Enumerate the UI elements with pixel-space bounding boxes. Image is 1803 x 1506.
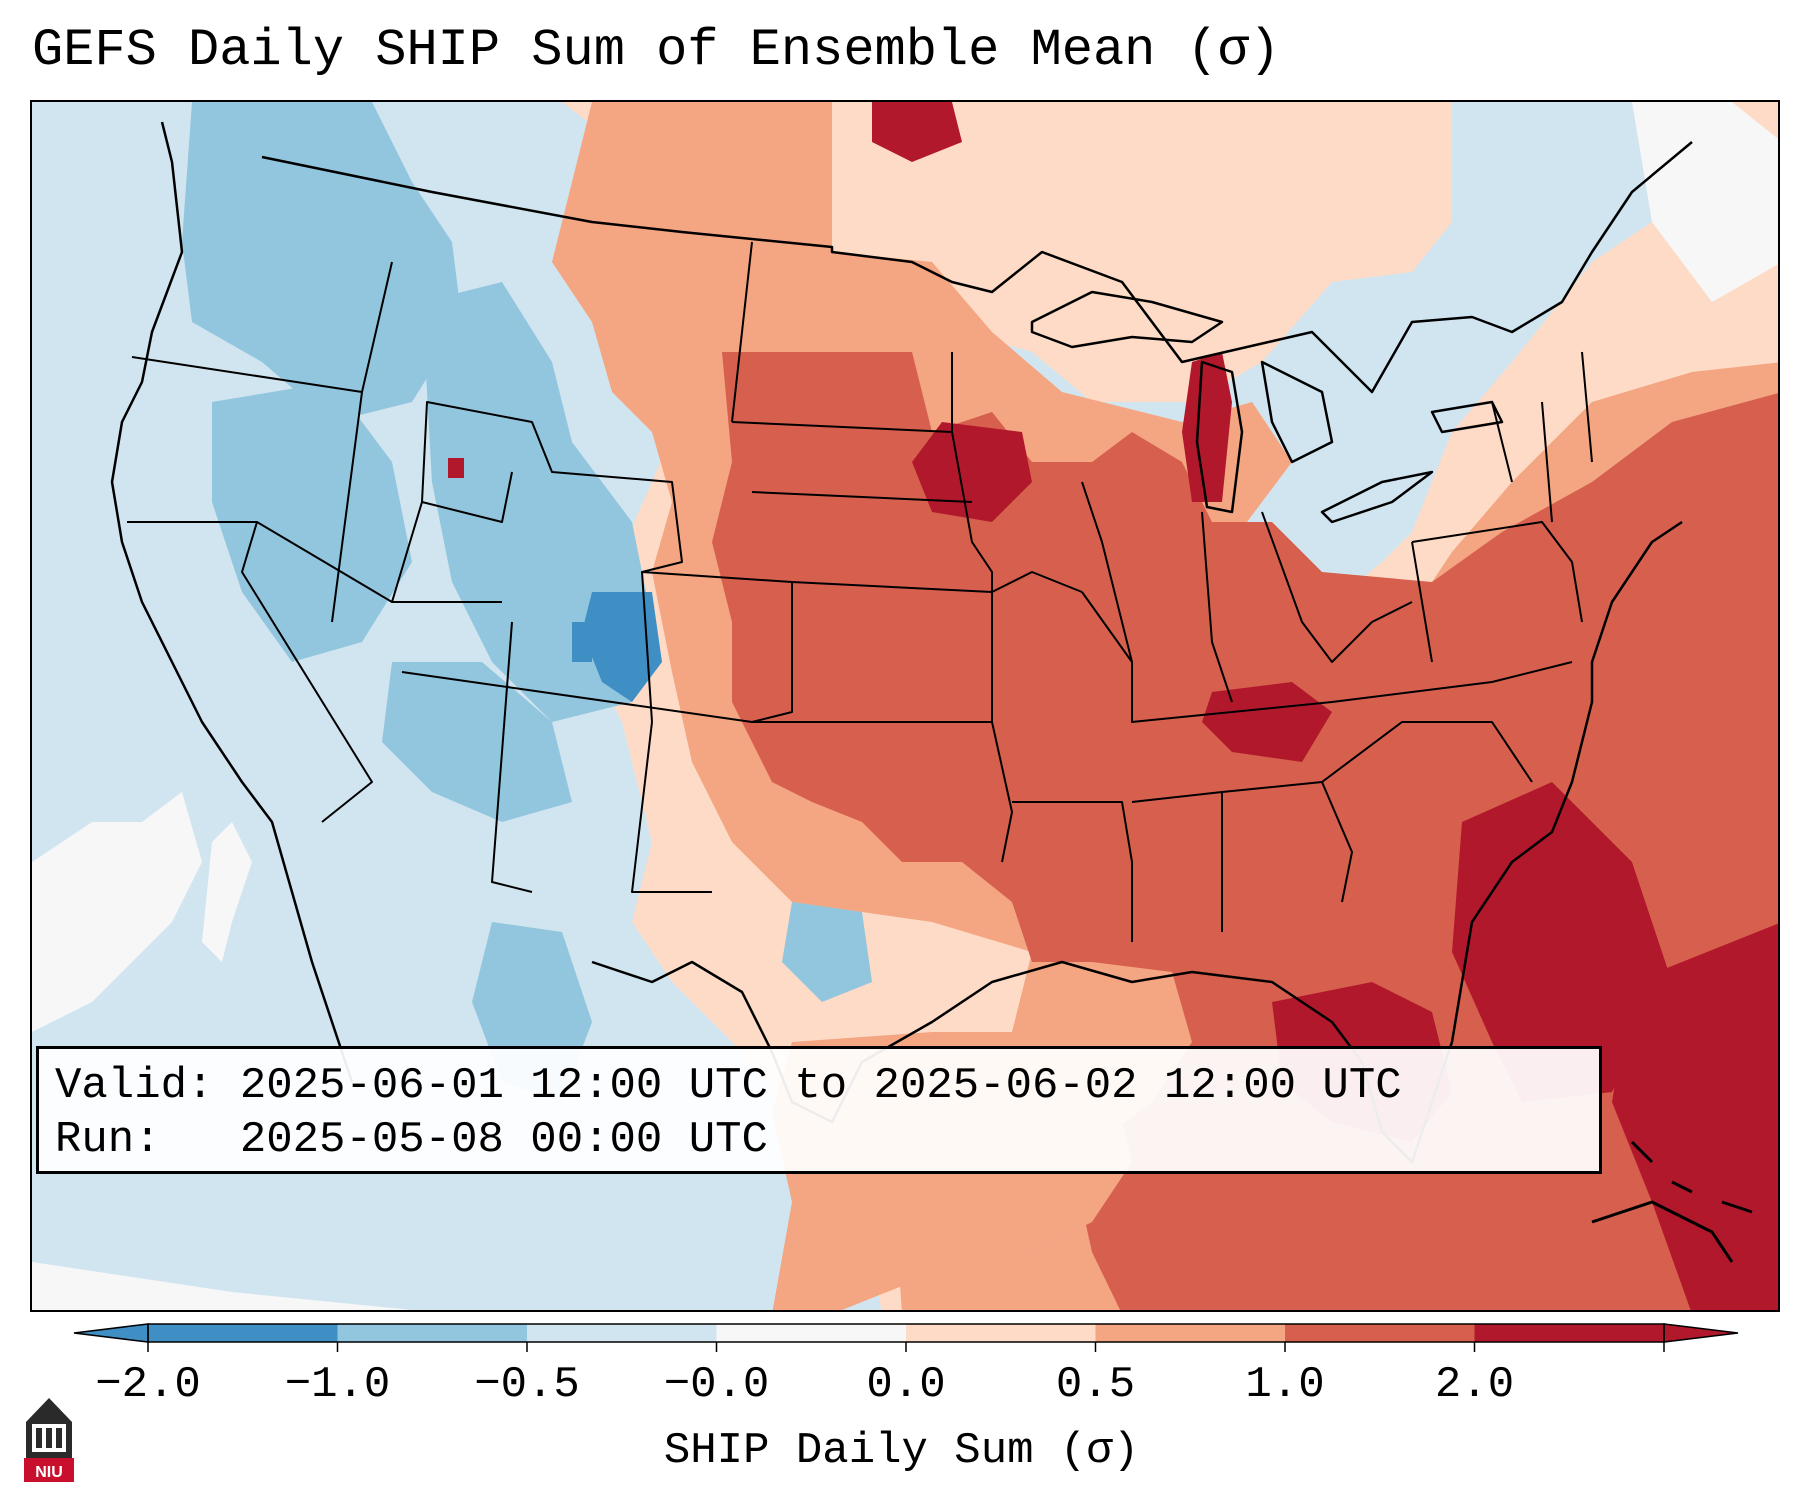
colorbar-tick-label: −0.0 [663, 1360, 770, 1410]
logo-text: NIU [35, 1464, 63, 1481]
colorbar-tick-label: −2.0 [95, 1360, 201, 1410]
niu-logo: NIU [24, 1398, 74, 1482]
extreme-positive-far-east [1612, 923, 1778, 1310]
colorbar-segment [527, 1324, 717, 1342]
extreme-positive-atlantic [1452, 782, 1672, 1102]
colorbar-segment [1285, 1324, 1475, 1342]
state-lines [127, 241, 1593, 942]
negative-field [182, 102, 872, 1102]
colorbar-extend-high [1663, 1323, 1739, 1343]
colorbar-segment [1474, 1324, 1665, 1342]
valid-value: 2025-06-01 12:00 UTC to 2025-06-02 12:00… [239, 1061, 1402, 1111]
colorbar-tick-label: 0.0 [866, 1360, 946, 1410]
colorbar-tick-label: −0.5 [474, 1360, 580, 1410]
us-canada-border [261, 141, 1693, 394]
colorbar-segment [1095, 1324, 1286, 1342]
colorbar-tick-label: 1.0 [1245, 1360, 1325, 1410]
colorbar-tick-label: 2.0 [1434, 1360, 1515, 1410]
info-box: Valid: 2025-06-01 12:00 UTC to 2025-06-0… [36, 1046, 1602, 1174]
lake-huron [1260, 360, 1334, 464]
colorbar-segment [716, 1324, 907, 1342]
colorbar-extend-low [73, 1323, 149, 1343]
extreme-positive-upper-midwest [912, 422, 1032, 522]
run-value: 2025-05-08 00:00 UTC [239, 1115, 768, 1165]
negative-region-great-basin [212, 382, 412, 662]
colorbar-tick-label: −1.0 [284, 1360, 391, 1410]
extreme-positive-utah-cell [448, 458, 464, 478]
negative-region-texas [782, 902, 872, 1002]
neutral-canada-east [1632, 102, 1778, 302]
colorbar-label: SHIP Daily Sum (σ) [663, 1426, 1140, 1476]
chart-title: GEFS Daily SHIP Sum of Ensemble Mean (σ) [32, 21, 1281, 80]
lake-superior [1030, 290, 1224, 349]
valid-label: Valid: [55, 1061, 214, 1111]
negative-region-northwest [182, 102, 462, 422]
strong-negative-colorado [582, 592, 662, 702]
negative-region-arizona [382, 662, 572, 822]
lake-michigan [1195, 360, 1244, 514]
caribbean-islands [1591, 1140, 1753, 1263]
neutral-ocean-bottom [32, 1262, 412, 1310]
colorbar-tick-label: 0.5 [1055, 1360, 1136, 1410]
extreme-positive-lake-michigan [1182, 352, 1232, 502]
colorbar-segment [337, 1324, 528, 1342]
colorbar-segment [906, 1324, 1096, 1342]
extreme-positive-nd [872, 102, 962, 162]
extreme-positive-tennessee [1202, 682, 1332, 762]
neutral-pacific-1 [32, 792, 202, 1032]
strong-negative-colorado-cell [572, 622, 592, 662]
run-label: Run: [55, 1115, 161, 1165]
colorbar [73, 1323, 1739, 1352]
lake-ontario [1430, 400, 1504, 434]
lake-erie [1320, 470, 1434, 524]
neutral-field [32, 102, 1778, 1310]
colorbar-segment [148, 1324, 338, 1342]
west-coast [110, 121, 354, 1083]
neutral-pacific-2 [202, 822, 252, 962]
